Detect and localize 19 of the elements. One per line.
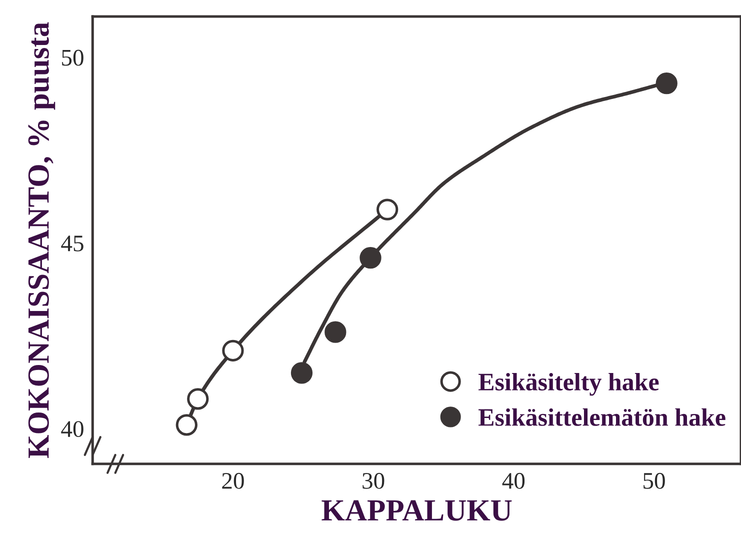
point <box>360 247 382 269</box>
point <box>656 72 678 94</box>
y-tick-label: 45 <box>61 236 84 252</box>
legend-label: Esikäsittelemätön hake <box>478 408 726 426</box>
y-tick-label: 50 <box>62 50 84 66</box>
y-tick-label: 40 <box>61 421 84 438</box>
point <box>176 414 198 436</box>
point <box>290 362 313 384</box>
x-tick-label: 50 <box>644 472 665 489</box>
point <box>222 340 244 362</box>
x-axis-title: KAPPALUKU <box>322 500 512 521</box>
point <box>324 321 346 343</box>
point <box>187 388 209 410</box>
x-tick-label: 30 <box>362 472 384 489</box>
legend-label: Esikäsitelty hake <box>478 372 659 396</box>
x-tick-label: 40 <box>502 472 525 489</box>
y-axis-title: KOKONAISSAANTO, % puusta <box>28 22 56 458</box>
point <box>376 198 398 220</box>
x-tick-label: 20 <box>222 472 244 489</box>
